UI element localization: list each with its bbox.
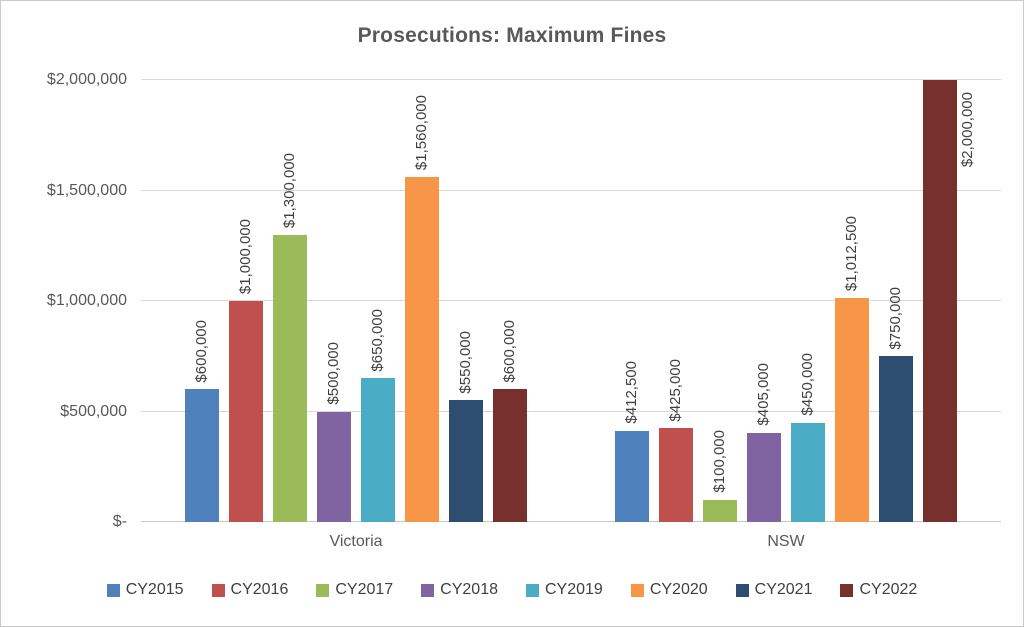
legend-item-cy2021: CY2021	[735, 581, 813, 598]
data-label: $412,500	[623, 361, 641, 424]
bar-group-nsw: $412,500 $425,000 $100,000 $405,000 $450,000…	[571, 80, 1001, 522]
legend-item-cy2015: CY2015	[106, 581, 184, 598]
legend-swatch	[735, 583, 749, 597]
bar-victoria-cy2019: $650,000	[361, 309, 395, 522]
bar-nsw-cy2019: $450,000	[791, 353, 825, 522]
bar-nsw-cy2017: $100,000	[703, 430, 737, 522]
x-axis-category-label: NSW	[767, 533, 805, 550]
data-label: $1,560,000	[413, 95, 431, 171]
chart-title: Prosecutions: Maximum Fines	[357, 24, 667, 47]
legend-label: CY2015	[125, 581, 184, 598]
gridline	[141, 300, 1001, 301]
data-label: $405,000	[755, 362, 773, 426]
y-axis-tick-label: $500,000	[60, 402, 127, 420]
legend-item-cy2020: CY2020	[630, 581, 708, 598]
legend-label: CY2020	[649, 581, 708, 598]
plot-area: $600,000 $1,000,000 $1,300,000 $500,000 $650…	[141, 79, 1001, 550]
legend-label: CY2021	[754, 581, 813, 598]
bar-victoria-cy2017: $1,300,000	[273, 153, 307, 522]
data-label: $650,000	[369, 308, 387, 372]
y-axis-tick-label: $1,500,000	[46, 181, 127, 199]
gridline	[141, 410, 1001, 412]
bar-victoria-cy2020: $1,560,000	[405, 95, 439, 522]
legend-swatch	[211, 583, 225, 597]
bar-victoria-cy2015: $600,000	[185, 320, 219, 522]
y-axis: $- $500,000 $1,000,000 $1,500,000 $2,000,000	[1, 72, 127, 530]
y-axis-tick-label: $-	[112, 513, 127, 530]
data-label: $1,000,000	[237, 218, 255, 294]
data-label: $600,000	[193, 319, 211, 383]
x-axis-category-label: Victoria	[329, 533, 383, 550]
y-axis-tick-label: $2,000,000	[46, 71, 127, 88]
gridline	[141, 79, 1001, 80]
gridline	[141, 189, 1001, 191]
legend-swatch	[630, 583, 644, 597]
legend-item-cy2017: CY2017	[316, 582, 393, 598]
data-label: $425,000	[667, 358, 685, 422]
legend-item-cy2018: CY2018	[421, 582, 498, 598]
data-label: $2,000,000	[959, 92, 976, 168]
legend-label: CY2018	[440, 581, 498, 598]
legend-item-cy2016: CY2016	[211, 581, 289, 598]
data-label: $500,000	[325, 341, 343, 405]
legend-label: CY2022	[859, 581, 918, 598]
legend-swatch	[421, 583, 435, 597]
legend-swatch	[840, 583, 854, 597]
legend-swatch	[106, 583, 120, 597]
legend-item-cy2019: CY2019	[526, 582, 603, 598]
bar-group-victoria: $600,000 $1,000,000 $1,300,000 $500,000 $650…	[141, 80, 571, 522]
bar-nsw-cy2018: $405,000	[747, 363, 781, 522]
y-axis-tick-label: $1,000,000	[46, 292, 127, 309]
bar-nsw-cy2015: $412,500	[615, 361, 649, 522]
legend-swatch	[526, 583, 539, 597]
legend-swatch	[316, 583, 330, 597]
bar-nsw-cy2022: $2,000,000	[923, 80, 976, 522]
bar-victoria-cy2021: $550,000	[449, 331, 483, 522]
legend: CY2015 CY2016 CY2017 CY2018 CY2019 CY2020 CY20…	[1, 582, 1023, 598]
legend-label: CY2017	[335, 581, 394, 598]
data-label: $1,012,500	[843, 216, 861, 292]
data-label: $750,000	[887, 286, 905, 350]
bar-victoria-cy2022: $600,000	[493, 320, 527, 522]
legend-label: CY2016	[230, 581, 289, 598]
bar-nsw-cy2021: $750,000	[879, 287, 913, 522]
data-label: $1,300,000	[281, 152, 299, 228]
data-label: $600,000	[501, 319, 519, 383]
data-label: $450,000	[799, 352, 817, 416]
bar-nsw-cy2016: $425,000	[659, 359, 693, 522]
bar-victoria-cy2018: $500,000	[317, 342, 351, 522]
data-label: $100,000	[711, 430, 729, 493]
legend-item-cy2022: CY2022	[840, 582, 917, 598]
data-label: $550,000	[457, 330, 475, 394]
x-axis-line	[141, 521, 1001, 522]
bar-victoria-cy2016: $1,000,000	[229, 219, 263, 522]
bar-nsw-cy2020: $1,012,500	[835, 216, 869, 522]
legend-label: CY2019	[545, 581, 603, 598]
